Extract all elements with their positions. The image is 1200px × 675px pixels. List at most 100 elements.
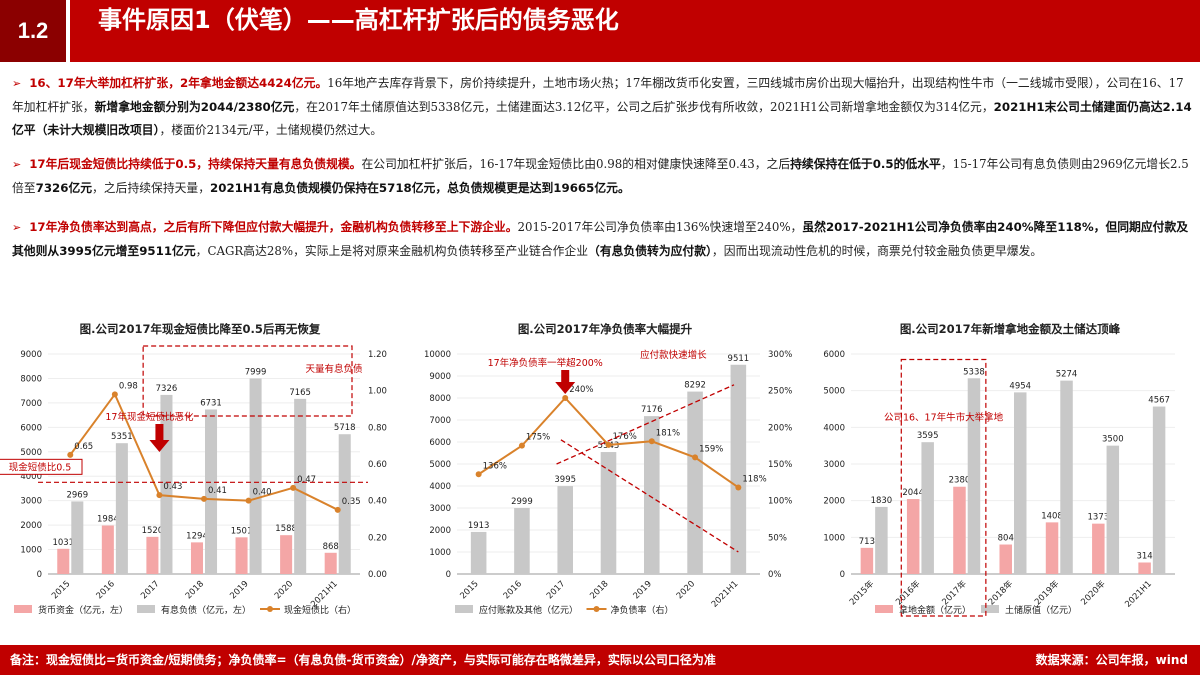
bar-data-label: 2380 [949,476,971,486]
bullet-text-segment: 持续保持在低于0.5的低水平 [790,157,941,171]
line-point [518,442,525,449]
y2-tick-label: 300% [768,350,792,360]
legend-swatch [875,605,893,613]
line-data-label: 181% [656,428,680,438]
line-data-label: 240% [569,385,593,395]
y2-tick-label: 0.00 [368,570,387,580]
x-tick-label: 2020年 [1079,578,1108,607]
bullet-text-segment: （有息负债转为应付款） [588,243,712,258]
trend-line-down [560,439,739,553]
bar [860,547,874,574]
box-label: 天量有息负债 [305,363,363,375]
y-tick-label: 8000 [429,394,451,404]
bar-data-label: 1913 [468,521,490,531]
bar [600,452,617,574]
bar [190,542,203,574]
legend-swatch-point [593,606,600,612]
bar-data-label: 2969 [66,490,88,500]
line-data-label: 0.47 [297,475,316,485]
line-data-label: 136% [483,461,507,471]
bar-data-label: 1294 [186,531,208,541]
x-tick-label: 2018年 [986,578,1015,607]
bar [1014,392,1027,574]
bar [557,486,574,574]
bar-data-label: 4567 [1148,396,1170,406]
bullet-text-segment: 2021H1有息负债规模仍保持在5718亿元，总负债规模更是达到19665亿元。 [210,180,630,195]
legend-label: 土储原值（亿元） [1005,604,1077,616]
bar [160,394,173,574]
y2-tick-label: 100% [768,497,792,507]
bullet-text-segment: ，15-17年公司有息负债则由2969亿元增长2.5倍至 [12,157,1189,195]
bar-data-label: 1520 [142,526,164,536]
bar [280,535,293,574]
x-tick-label: 2018 [184,579,206,601]
line-data-label: 0.35 [342,497,361,507]
bar-data-label: 7999 [245,367,267,377]
bar [1138,562,1151,574]
line-point [605,441,612,448]
bar-data-label: 713 [859,537,875,547]
bar-data-label: 5274 [1056,370,1078,380]
down-arrow-icon [149,424,170,452]
bar [235,537,248,574]
y-tick-label: 3000 [823,460,845,470]
bar-data-label: 2999 [511,497,533,507]
bar [338,434,351,574]
y2-tick-label: 0% [768,570,782,580]
y2-tick-label: 1.00 [368,387,387,397]
y2-tick-label: 50% [768,533,787,543]
bar [205,409,218,574]
bar-data-label: 5351 [111,432,133,442]
legend-swatch [981,605,999,613]
line-data-label: 0.98 [119,381,138,391]
legend-label: 现金短债比（右） [284,604,356,616]
line-point [111,391,118,398]
x-tick-label: 2019 [228,579,250,601]
down-arrow-icon [555,370,576,394]
y-tick-label: 5000 [20,448,42,458]
y-tick-label: 6000 [429,438,451,448]
bar [146,536,159,574]
y-tick-label: 5000 [823,387,845,397]
bar-data-label: 7176 [641,405,663,415]
line-data-label: 175% [526,433,550,443]
y-tick-label: 7000 [429,416,451,426]
y-tick-label: 10000 [424,350,451,360]
x-tick-label: 2020 [273,579,295,601]
line-point [201,495,207,502]
line-point [245,497,252,504]
x-tick-label: 2021H1 [1123,579,1154,610]
y-tick-label: 4000 [429,482,451,492]
x-tick-label: 2019 [632,579,654,601]
legend-swatch-point [267,606,273,612]
chart-title: 图.公司2017年净负债率大幅提升 [518,322,693,336]
line-data-label: 0.41 [208,486,227,496]
footer-source: 数据来源：公司年报，wind [1035,653,1188,667]
bar [101,525,114,574]
bar-data-label: 1501 [231,526,253,536]
bar-data-label: 9511 [728,354,750,364]
y-tick-label: 6000 [823,350,845,360]
y-tick-label: 2000 [823,497,845,507]
threshold-label-box [0,458,83,475]
y2-tick-label: 0.20 [368,533,387,543]
chart-land-acquisition-svg: 图.公司2017年新增拿地金额及土储达顶峰 0 1000 2000 3000 4000 50… [823,322,1175,617]
y-tick-label: 3000 [20,497,42,507]
y-tick-label: 0 [840,570,845,580]
bar [875,506,888,574]
bar-data-label: 2044 [902,488,924,498]
x-tick-label: 2017 [545,579,567,601]
line-point [692,454,699,461]
x-tick-label: 2016年 [893,578,922,607]
bullet-arrow-icon: ➢ [12,158,22,171]
legend-label: 货币资金（亿元，左） [38,604,128,616]
bar [906,499,920,574]
x-tick-label: 2015 [458,579,480,601]
line-data-label: 159% [699,444,723,454]
line-data-label: 0.65 [74,442,93,452]
line-point [562,395,569,401]
bullet-paragraph: ➢ 16、17年大举加杠杆扩张，2年拿地金额达4424亿元。16年地产去库存背景下… [12,72,1192,143]
x-tick-label: 2015年 [847,578,876,607]
bar-data-label: 314 [1136,551,1152,561]
bar-data-label: 5338 [963,367,985,377]
